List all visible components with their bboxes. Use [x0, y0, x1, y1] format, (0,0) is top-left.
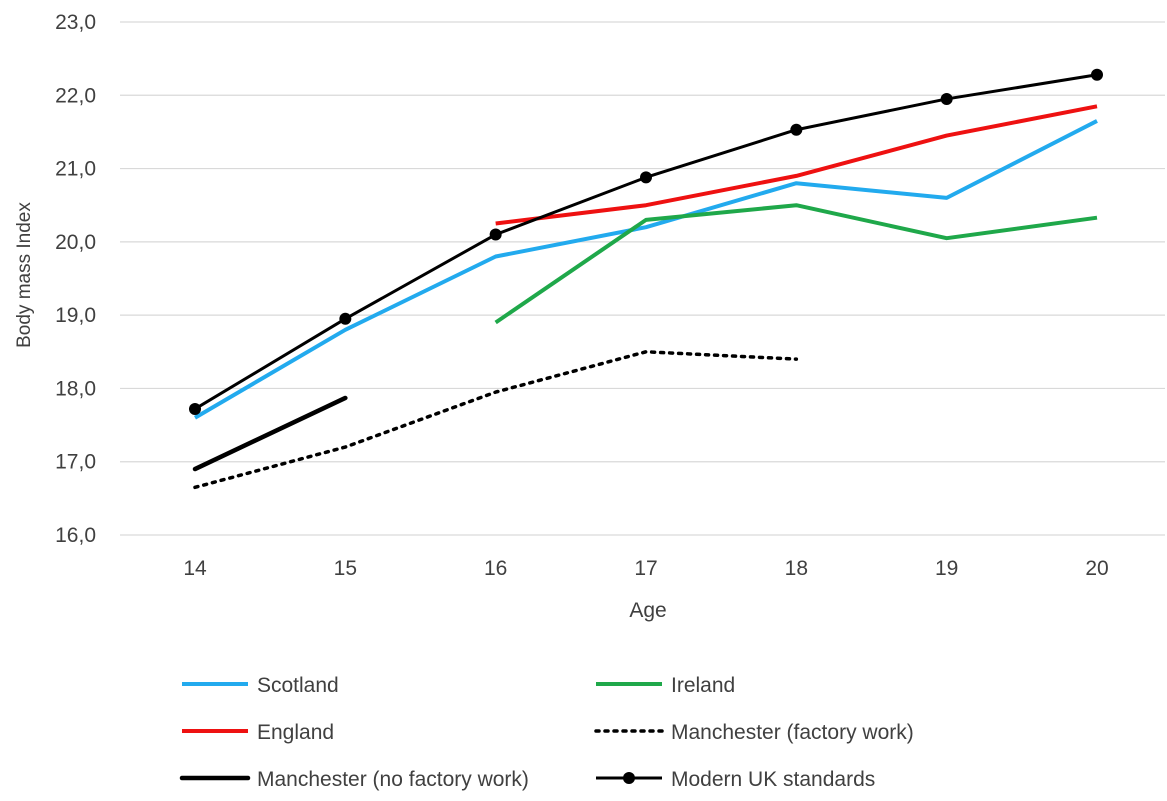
legend: Scotland Ireland England Manchester (factor… — [179, 674, 914, 791]
y-axis-tick-labels: 16,0 17,0 18,0 19,0 20,0 21,0 22,0 23,0 — [55, 11, 96, 547]
y-axis-title: Body mass Index — [14, 202, 35, 348]
x-tick-label: 19 — [935, 557, 958, 580]
series-markers — [189, 68, 1103, 415]
data-point-modern-uk-standards — [339, 312, 352, 325]
series-line-england — [495, 104, 1098, 226]
x-axis-tick-labels: 14 15 16 17 18 19 20 — [183, 557, 1108, 580]
data-point-modern-uk-standards — [790, 123, 803, 136]
series-line-manchester-factory-work — [193, 350, 799, 490]
legend-item-manchester-factory-work: Manchester (factory work) — [594, 721, 914, 744]
y-tick-label: 20,0 — [55, 231, 96, 254]
legend-marker — [623, 772, 635, 784]
y-tick-label: 22,0 — [55, 84, 96, 107]
y-tick-label: 17,0 — [55, 451, 96, 474]
legend-label: England — [257, 721, 334, 744]
x-tick-label: 20 — [1085, 557, 1108, 580]
y-tick-label: 19,0 — [55, 304, 96, 327]
y-tick-label: 23,0 — [55, 11, 96, 34]
legend-item-modern-uk-standards: Modern UK standards — [596, 768, 875, 791]
legend-label: Manchester (no factory work) — [257, 768, 529, 791]
x-tick-label: 15 — [334, 557, 357, 580]
data-point-modern-uk-standards — [1091, 68, 1103, 81]
legend-item-scotland: Scotland — [182, 674, 339, 697]
y-tick-label: 18,0 — [55, 377, 96, 400]
data-point-modern-uk-standards — [940, 92, 953, 105]
x-tick-label: 17 — [634, 557, 657, 580]
x-tick-label: 16 — [484, 557, 507, 580]
legend-label: Modern UK standards — [671, 768, 875, 791]
legend-item-england: England — [182, 721, 334, 744]
x-tick-label: 18 — [785, 557, 808, 580]
data-point-modern-uk-standards — [189, 402, 201, 415]
legend-label: Scotland — [257, 674, 339, 697]
legend-item-ireland: Ireland — [596, 674, 735, 697]
y-tick-label: 16,0 — [55, 524, 96, 547]
legend-label: Ireland — [671, 674, 735, 697]
legend-item-manchester-no-factory-work: Manchester (no factory work) — [179, 768, 529, 791]
data-point-modern-uk-standards — [640, 171, 652, 184]
data-point-modern-uk-standards — [489, 228, 502, 241]
series-lines — [192, 73, 1098, 490]
gridlines — [120, 21, 1165, 536]
series-line-ireland — [494, 203, 1098, 325]
series-line-scotland — [193, 119, 1098, 420]
series-line-manchester-no-factory-work — [192, 395, 348, 472]
y-tick-label: 21,0 — [55, 158, 96, 181]
x-tick-label: 14 — [183, 557, 207, 580]
legend-label: Manchester (factory work) — [671, 721, 914, 744]
x-axis-title: Age — [629, 599, 666, 622]
